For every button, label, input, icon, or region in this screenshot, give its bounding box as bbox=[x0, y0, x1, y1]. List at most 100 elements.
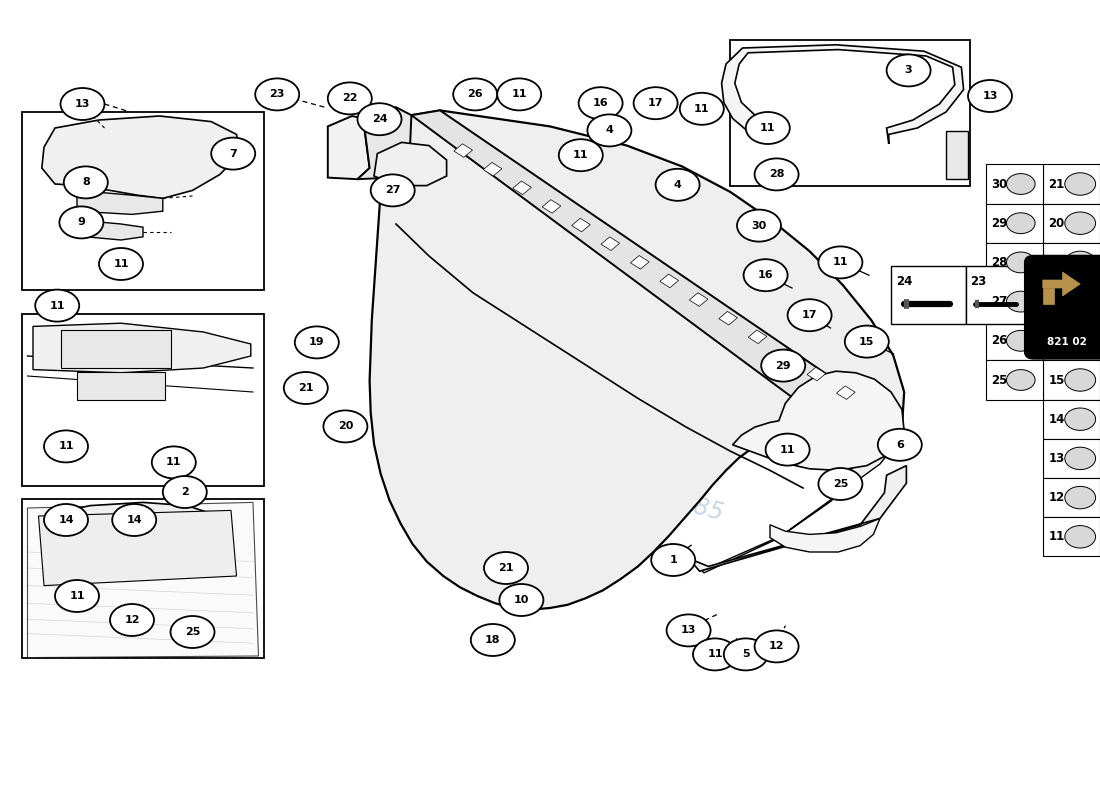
Text: 14: 14 bbox=[1048, 413, 1065, 426]
Bar bbox=[778, 349, 796, 362]
Circle shape bbox=[99, 248, 143, 280]
Bar bbox=[718, 311, 737, 325]
Text: 14: 14 bbox=[58, 515, 74, 525]
Circle shape bbox=[744, 259, 788, 291]
Text: 23: 23 bbox=[970, 275, 987, 288]
Circle shape bbox=[323, 410, 367, 442]
Text: 11: 11 bbox=[780, 445, 795, 454]
Text: 12: 12 bbox=[124, 615, 140, 625]
Text: 21: 21 bbox=[498, 563, 514, 573]
Bar bbox=[690, 293, 708, 306]
Polygon shape bbox=[68, 219, 143, 240]
Text: 13: 13 bbox=[982, 91, 998, 101]
Circle shape bbox=[152, 446, 196, 478]
Text: 16: 16 bbox=[758, 270, 773, 280]
Circle shape bbox=[755, 630, 799, 662]
Bar bbox=[66, 538, 154, 549]
Bar bbox=[22, 314, 264, 486]
Text: 28: 28 bbox=[991, 256, 1008, 269]
Text: 22: 22 bbox=[342, 94, 358, 103]
Circle shape bbox=[35, 290, 79, 322]
Text: 11: 11 bbox=[760, 123, 775, 133]
Bar bbox=[730, 40, 970, 186]
Text: 2: 2 bbox=[180, 487, 189, 497]
Text: a passion for parts since 1985: a passion for parts since 1985 bbox=[374, 410, 726, 526]
Polygon shape bbox=[28, 502, 258, 658]
Circle shape bbox=[471, 624, 515, 656]
Bar bbox=[966, 266, 1032, 324]
Text: 7: 7 bbox=[229, 149, 238, 158]
Text: 17: 17 bbox=[1048, 295, 1065, 308]
Polygon shape bbox=[689, 466, 906, 571]
Polygon shape bbox=[411, 110, 902, 462]
Circle shape bbox=[1006, 291, 1035, 312]
Text: 11: 11 bbox=[50, 301, 65, 310]
Text: 3: 3 bbox=[905, 66, 912, 75]
Polygon shape bbox=[42, 116, 240, 198]
Text: 12: 12 bbox=[769, 642, 784, 651]
Circle shape bbox=[845, 326, 889, 358]
Text: 25: 25 bbox=[185, 627, 200, 637]
Text: 27: 27 bbox=[991, 295, 1008, 308]
Circle shape bbox=[328, 82, 372, 114]
Bar bbox=[986, 203, 1043, 242]
Text: 29: 29 bbox=[776, 361, 791, 370]
Bar bbox=[1043, 518, 1100, 557]
Circle shape bbox=[1006, 370, 1035, 390]
Circle shape bbox=[724, 638, 768, 670]
Text: 13: 13 bbox=[75, 99, 90, 109]
Polygon shape bbox=[691, 410, 902, 573]
Circle shape bbox=[60, 88, 104, 120]
Circle shape bbox=[693, 638, 737, 670]
Bar bbox=[1043, 164, 1100, 203]
Text: 11: 11 bbox=[707, 650, 723, 659]
Circle shape bbox=[579, 87, 623, 119]
Text: 13: 13 bbox=[1048, 452, 1065, 465]
Text: 11: 11 bbox=[512, 90, 527, 99]
Circle shape bbox=[1006, 252, 1035, 273]
Polygon shape bbox=[39, 510, 236, 586]
Bar bbox=[22, 499, 264, 658]
Text: 821 02: 821 02 bbox=[1047, 338, 1087, 347]
Text: 9: 9 bbox=[77, 218, 86, 227]
Circle shape bbox=[484, 552, 528, 584]
Circle shape bbox=[559, 139, 603, 171]
Circle shape bbox=[680, 93, 724, 125]
Text: 29: 29 bbox=[991, 217, 1008, 230]
Circle shape bbox=[170, 616, 214, 648]
Bar bbox=[986, 242, 1043, 282]
Text: 30: 30 bbox=[751, 221, 767, 230]
Text: 24: 24 bbox=[896, 275, 913, 288]
Circle shape bbox=[1006, 174, 1035, 194]
Circle shape bbox=[163, 476, 207, 508]
Text: 5: 5 bbox=[742, 650, 749, 659]
Circle shape bbox=[968, 80, 1012, 112]
Text: 12: 12 bbox=[1048, 491, 1065, 504]
Bar bbox=[60, 330, 170, 368]
Text: 13: 13 bbox=[681, 626, 696, 635]
Circle shape bbox=[44, 430, 88, 462]
Text: 15: 15 bbox=[859, 337, 874, 346]
Circle shape bbox=[110, 604, 154, 636]
Circle shape bbox=[1065, 486, 1096, 509]
Circle shape bbox=[453, 78, 497, 110]
Text: 21: 21 bbox=[298, 383, 314, 393]
Text: 17: 17 bbox=[802, 310, 817, 320]
Polygon shape bbox=[722, 45, 964, 144]
Circle shape bbox=[667, 614, 711, 646]
Circle shape bbox=[1065, 408, 1096, 430]
Text: 11: 11 bbox=[113, 259, 129, 269]
Circle shape bbox=[1065, 290, 1096, 313]
Polygon shape bbox=[77, 190, 163, 214]
Circle shape bbox=[737, 210, 781, 242]
Bar bbox=[542, 200, 561, 214]
Text: 4: 4 bbox=[605, 126, 614, 135]
Circle shape bbox=[64, 166, 108, 198]
Bar bbox=[1043, 203, 1100, 242]
Circle shape bbox=[788, 299, 832, 331]
Text: 18: 18 bbox=[485, 635, 501, 645]
Text: 20: 20 bbox=[1048, 217, 1065, 230]
Circle shape bbox=[818, 246, 862, 278]
Bar bbox=[836, 386, 855, 399]
Polygon shape bbox=[46, 502, 218, 547]
